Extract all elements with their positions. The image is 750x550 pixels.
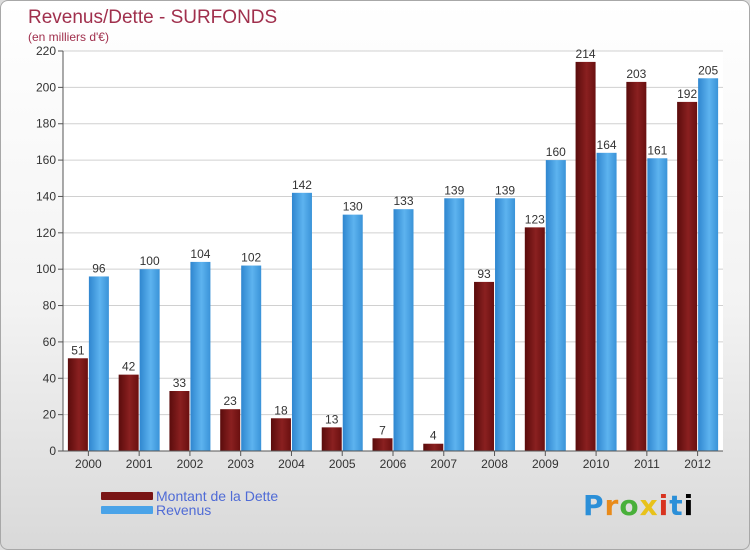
x-tick-label: 2001 (126, 457, 153, 471)
bar-revenus-2000 (88, 276, 109, 451)
data-label-debt-2002: 33 (173, 376, 187, 390)
y-tick-label: 0 (49, 444, 56, 458)
data-label-revenus-2006: 133 (393, 194, 413, 208)
data-label-revenus-2000: 96 (92, 261, 106, 275)
y-tick-label: 100 (36, 262, 56, 276)
data-label-debt-2005: 13 (325, 412, 339, 426)
bar-debt-2005 (321, 427, 342, 451)
legend-item-debt: Montant de la Dette (101, 488, 278, 504)
y-tick-label: 80 (43, 299, 57, 313)
data-label-revenus-2010: 164 (597, 138, 617, 152)
bar-debt-2010 (575, 61, 596, 452)
x-tick-label: 2000 (75, 457, 102, 471)
bar-revenus-2008 (495, 198, 516, 451)
bar-debt-2003 (220, 409, 241, 451)
data-label-debt-2008: 93 (477, 267, 491, 281)
proxiti-logo: Proxiti (583, 489, 695, 522)
bar-revenus-2009 (545, 160, 566, 451)
bar-debt-2012 (677, 101, 698, 451)
y-tick-label: 40 (43, 371, 57, 385)
data-label-revenus-2001: 100 (140, 254, 160, 268)
bar-revenus-2005 (342, 214, 363, 451)
bar-debt-2002 (169, 391, 190, 451)
bar-debt-2007 (423, 443, 444, 451)
data-label-revenus-2008: 139 (495, 183, 515, 197)
y-tick-label: 120 (36, 226, 56, 240)
bar-debt-2000 (67, 358, 88, 451)
data-label-debt-2003: 23 (224, 394, 238, 408)
bar-revenus-2001 (139, 269, 160, 451)
x-tick-label: 2009 (532, 457, 559, 471)
y-tick-label: 220 (36, 44, 56, 58)
bar-debt-2004 (270, 418, 291, 451)
y-tick-label: 20 (43, 408, 57, 422)
x-tick-label: 2012 (684, 457, 711, 471)
y-tick-label: 180 (36, 117, 56, 131)
data-label-revenus-2003: 102 (241, 251, 261, 265)
data-label-debt-2010: 214 (576, 47, 596, 61)
data-label-revenus-2012: 205 (698, 63, 718, 77)
data-label-revenus-2004: 142 (292, 178, 312, 192)
data-label-debt-2009: 123 (525, 212, 545, 226)
chart-title: Revenus/Dette - SURFONDS (28, 7, 278, 28)
x-tick-label: 2006 (380, 457, 407, 471)
x-tick-label: 2011 (634, 457, 660, 471)
bar-revenus-2007 (444, 198, 465, 451)
x-tick-label: 2010 (583, 457, 610, 471)
data-label-revenus-2007: 139 (444, 183, 464, 197)
y-tick-label: 200 (36, 80, 56, 94)
bar-debt-2006 (372, 438, 393, 451)
legend-swatch-debt (101, 492, 153, 500)
data-label-debt-2000: 51 (71, 343, 85, 357)
x-tick-label: 2004 (278, 457, 305, 471)
bar-revenus-2002 (190, 261, 211, 451)
bar-revenus-2003 (241, 265, 262, 451)
y-tick-label: 160 (36, 153, 56, 167)
data-label-revenus-2011: 161 (647, 143, 667, 157)
x-tick-label: 2002 (177, 457, 204, 471)
chart-subtitle: (en milliers d'€) (28, 30, 109, 44)
x-tick-label: 2005 (329, 457, 356, 471)
legend-swatch-revenus (101, 506, 153, 514)
data-label-revenus-2005: 130 (343, 200, 363, 214)
bar-revenus-2004 (291, 192, 312, 451)
bar-revenus-2011 (647, 158, 668, 452)
legend-label-debt: Montant de la Dette (156, 488, 279, 504)
bar-debt-2011 (626, 81, 647, 451)
data-label-revenus-2002: 104 (190, 247, 210, 261)
data-label-debt-2001: 42 (122, 360, 136, 374)
bar-revenus-2012 (698, 78, 719, 451)
bar-debt-2009 (524, 227, 545, 451)
data-label-debt-2011: 203 (626, 67, 646, 81)
data-label-debt-2006: 7 (379, 423, 386, 437)
y-tick-label: 140 (36, 189, 56, 203)
y-tick-label: 60 (43, 335, 57, 349)
data-label-revenus-2009: 160 (546, 145, 566, 159)
x-tick-label: 2003 (227, 457, 254, 471)
legend-item-revenus: Revenus (101, 502, 211, 518)
plot-area (63, 51, 723, 451)
bar-revenus-2010 (596, 152, 617, 451)
data-label-debt-2007: 4 (430, 429, 437, 443)
data-label-debt-2012: 192 (677, 87, 697, 101)
bar-debt-2008 (474, 281, 495, 451)
x-tick-label: 2007 (430, 457, 457, 471)
data-label-debt-2004: 18 (274, 403, 288, 417)
x-tick-label: 2008 (481, 457, 508, 471)
bar-debt-2001 (118, 374, 139, 451)
bar-revenus-2006 (393, 209, 414, 451)
legend-label-revenus: Revenus (156, 502, 212, 518)
